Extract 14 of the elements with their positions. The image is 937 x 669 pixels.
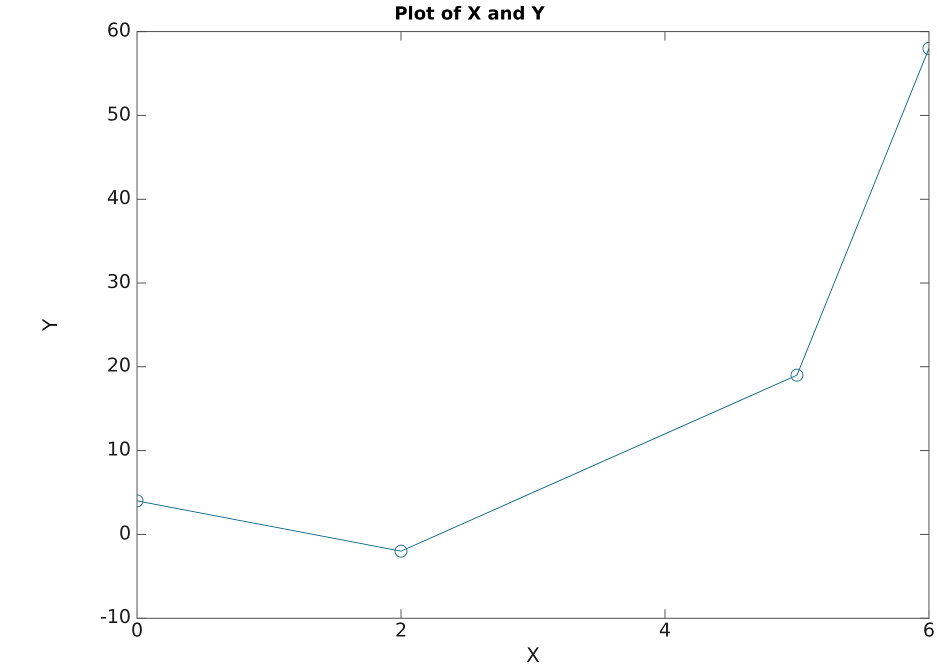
y-tick-label: 20 (106, 354, 132, 377)
x-tick-label: 4 (658, 620, 672, 642)
x-tick-label: 2 (394, 620, 408, 642)
y-tick-label: 60 (106, 20, 132, 42)
y-tick-label: 50 (106, 103, 132, 126)
x-tick-label: 6 (922, 620, 936, 642)
x-axis-title: X (526, 643, 540, 668)
y-axis-title: Y (38, 318, 62, 332)
y-tick-label: -10 (100, 606, 132, 628)
y-tick-label: 40 (106, 187, 132, 210)
y-tick-label: 0 (118, 522, 132, 544)
y-tick-label: 30 (106, 270, 132, 293)
y-tick-label: 10 (106, 438, 132, 461)
chart-title: Plot of X and Y (394, 3, 546, 24)
